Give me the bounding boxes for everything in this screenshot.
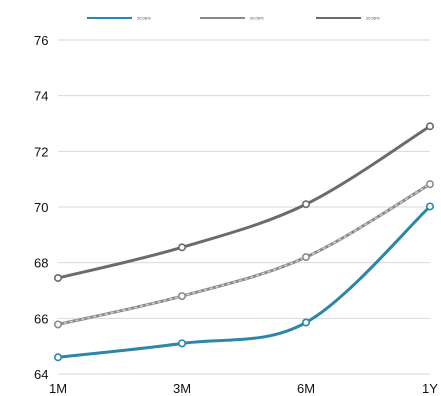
data-point <box>53 353 62 362</box>
y-tick-label: 64 <box>34 367 48 382</box>
legend-label: 20.06% <box>137 16 151 21</box>
y-tick-label: 70 <box>34 200 48 215</box>
series-line <box>57 125 431 280</box>
legend-label: 20.06% <box>366 16 380 21</box>
y-tick-label: 76 <box>34 33 48 48</box>
y-tick-label: 66 <box>34 311 48 326</box>
series-line <box>57 205 432 359</box>
x-axis-ticks: 1M 3M 6M 1Y <box>49 381 438 396</box>
series-3 <box>53 122 434 282</box>
data-point <box>53 320 62 329</box>
x-tick-label: 1Y <box>422 381 438 396</box>
y-tick-label: 74 <box>34 89 48 104</box>
data-point <box>425 122 434 131</box>
data-point <box>178 292 187 301</box>
x-tick-label: 6M <box>297 381 315 396</box>
y-tick-label: 72 <box>34 144 48 159</box>
series-line <box>57 182 431 326</box>
data-point <box>301 318 310 327</box>
data-point <box>53 273 62 282</box>
data-point <box>178 243 187 252</box>
y-axis-ticks: 64 66 68 70 72 74 76 <box>34 33 48 382</box>
series-lines <box>53 122 434 362</box>
data-point <box>425 202 434 211</box>
legend-label: 20.06% <box>250 16 264 21</box>
data-point <box>425 180 434 189</box>
data-point <box>178 339 187 348</box>
data-point <box>301 253 310 262</box>
series-line-dash <box>57 183 431 326</box>
y-tick-label: 68 <box>34 256 48 271</box>
gridlines <box>58 39 430 375</box>
x-tick-label: 3M <box>173 381 191 396</box>
data-point <box>301 200 310 209</box>
legend: 20.06% 20.06% 20.06% <box>87 16 380 21</box>
series-2 <box>53 180 434 329</box>
x-tick-label: 1M <box>49 381 67 396</box>
series-1 <box>53 202 434 362</box>
